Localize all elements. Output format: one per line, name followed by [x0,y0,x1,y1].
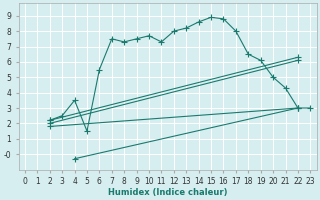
X-axis label: Humidex (Indice chaleur): Humidex (Indice chaleur) [108,188,228,197]
